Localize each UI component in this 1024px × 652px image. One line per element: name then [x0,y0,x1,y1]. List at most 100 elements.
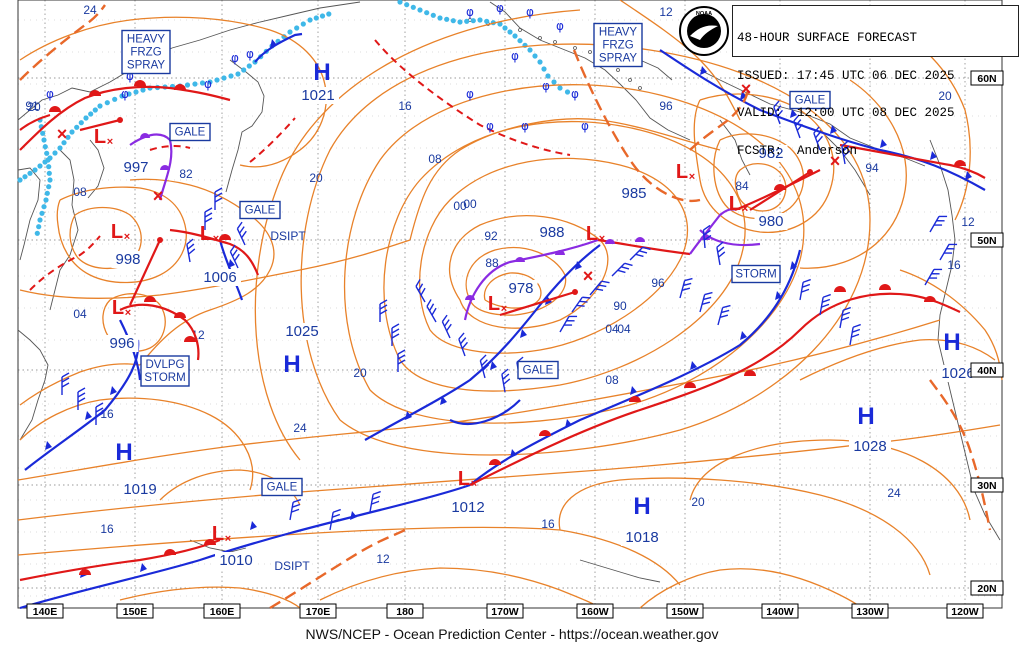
isobar-line [139,214,275,366]
cold-front-triangle [700,66,707,75]
barb-staff [929,216,940,233]
wind-barb [717,304,731,326]
high-pressure-center: H 1026 [937,329,979,382]
barb-flag [721,309,730,314]
phi-symbol: φ [496,1,504,15]
wind-barb [501,368,511,393]
barb-staff [813,132,821,151]
cold-front-triangle [140,563,147,572]
low-symbol: L [729,193,741,215]
ice-edge-dot [557,85,563,91]
ice-edge-dot [502,25,508,31]
freezing-spray-line [149,144,191,151]
warning-border [169,122,211,142]
low-pressure-center: L × 1012 [447,468,489,516]
warm-front-semicircle [954,160,966,166]
warning-border [593,22,643,68]
barb-flag [795,119,802,127]
warning-text: STORM [735,269,776,281]
cold-front-triangle [965,171,972,180]
low-center-x: × [471,478,477,490]
pressure-value-bg [617,185,651,202]
pressure-value-bg [754,145,788,162]
isobar-label: 24 [887,486,901,500]
cold-front-triangle [830,125,837,134]
isobar-line [693,93,835,234]
pressure-value: 985 [621,185,646,202]
warning-text: GALE [267,482,298,494]
barb-flag [95,407,104,413]
barb-flag [776,109,784,117]
pressure-value: 1012 [451,499,484,516]
barb-flag [332,513,341,518]
barb-flag [642,246,651,251]
warm-front-semicircle [134,80,146,86]
barb-flag [841,140,849,147]
ice-edge-dot [457,19,463,25]
barb-flag [204,207,213,213]
wind-barb [924,268,943,286]
barb-flag [214,197,223,203]
barb-staff [799,282,804,301]
wind-barb [426,299,437,323]
barb-flag [802,278,811,283]
phi-symbol: φ [466,5,474,19]
barb-flag [773,100,780,108]
latitude-label: 20N [970,580,1004,596]
barb-flag [391,333,400,339]
low-pressure-center: L × 1006 [199,223,241,286]
lon-label-box [761,603,799,619]
longitude-label: 170W [486,603,524,619]
low-pressure-center: L ×978 [488,280,538,315]
ice-edge-dot [313,15,319,21]
pressure-value-bg [535,224,569,241]
ice-edge-dot [437,15,443,21]
high-symbol: H [283,351,300,378]
barb-flag [238,226,245,234]
isobar-line [319,567,601,609]
lon-label-box [299,603,337,619]
cold-front-triangle [490,361,497,370]
ice-edge-dot [37,163,43,169]
barb-flag [188,248,196,255]
barb-flag [852,323,861,328]
barb-flag [397,354,406,360]
wind-barb [793,114,804,139]
low-center-x: × [213,233,219,245]
wind-barb [397,349,406,372]
phi-symbol: φ [486,119,494,133]
warm-front-line [19,85,231,151]
warm-front-semicircle [834,286,846,292]
lon-label-box [576,603,614,619]
ice-edge-dot [43,197,49,203]
cold-front-triangle [45,441,52,450]
pressure-value-bg [447,499,489,516]
barb-flag [948,243,958,246]
isobar-line [300,43,871,456]
ice-edge-dot [184,82,191,88]
wind-barb [589,280,610,296]
logo-text: NOAA [696,11,712,17]
ice-edge-dot [36,224,42,230]
phi-symbol: φ [511,49,519,63]
cold-front-line [469,249,802,486]
lon-label-text: 150W [671,606,699,618]
cold-front-triangle [790,261,797,270]
pressure-value: 988 [539,224,564,241]
ice-edge-dot [444,16,450,22]
isobar-label: 24 [293,421,307,435]
trough-line [19,4,106,81]
fronts: × × × × × [19,4,992,610]
barb-flag [214,192,223,198]
cold-front-triangle [790,109,797,118]
barb-flag [426,299,432,307]
cold-front-line [449,399,521,425]
isobar-label: 96 [651,276,665,290]
wind-barb [204,207,213,230]
phi-symbol: φ [571,87,579,101]
pressure-value: 982 [758,145,783,162]
ice-edge-dot [104,100,110,106]
pressure-value: 1028 [853,438,886,455]
pressure-value: 1025 [285,323,318,340]
ice-edge-dot [65,134,71,140]
